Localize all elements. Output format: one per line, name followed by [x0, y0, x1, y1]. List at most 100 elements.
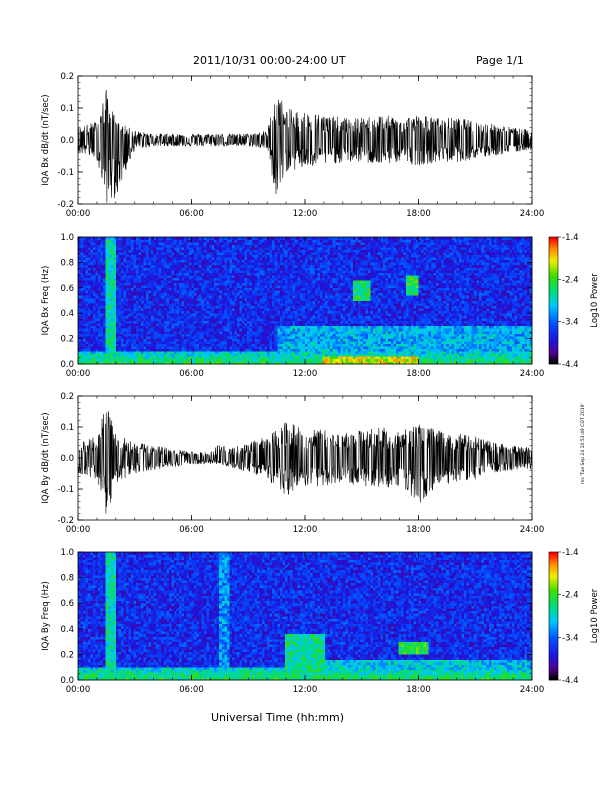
spectrogram-cell	[275, 331, 278, 334]
spectrogram-cell	[101, 321, 104, 324]
spectrogram-cell	[86, 323, 89, 326]
spectrogram-cell	[81, 354, 84, 357]
spectrogram-cell	[318, 237, 321, 240]
spectrogram-cell	[171, 270, 174, 273]
spectrogram-cell	[270, 285, 273, 288]
spectrogram-cell	[139, 356, 142, 359]
spectrogram-cell	[272, 298, 275, 301]
spectrogram-cell	[123, 288, 126, 291]
spectrogram-cell	[81, 275, 84, 278]
spectrogram-cell	[217, 318, 220, 321]
spectrogram-cell	[305, 351, 308, 354]
spectrogram-cell	[93, 275, 96, 278]
spectrogram-cell	[126, 328, 129, 331]
spectrogram-cell	[154, 298, 157, 301]
spectrogram-cell	[101, 351, 104, 354]
spectrogram-cell	[111, 316, 114, 319]
spectrogram-cell	[161, 285, 164, 288]
spectrogram-cell	[255, 267, 258, 270]
spectrogram-cell	[202, 240, 205, 243]
spectrogram-cell	[83, 308, 86, 311]
spectrogram-cell	[207, 344, 210, 347]
spectrogram-cell	[194, 288, 197, 291]
spectrogram-cell	[141, 240, 144, 243]
spectrogram-cell	[280, 351, 283, 354]
spectrogram-cell	[144, 250, 147, 253]
spectrogram-cell	[108, 326, 111, 329]
spectrogram-cell	[212, 265, 215, 268]
spectrogram-cell	[141, 346, 144, 349]
spectrogram-cell	[207, 295, 210, 298]
spectrogram-cell	[159, 298, 162, 301]
spectrogram-cell	[136, 351, 139, 354]
spectrogram-cell	[308, 331, 311, 334]
spectrogram-cell	[118, 285, 121, 288]
spectrogram-cell	[141, 311, 144, 314]
spectrogram-cell	[295, 250, 298, 253]
spectrogram-cell	[161, 242, 164, 245]
spectrogram-cell	[96, 303, 99, 306]
spectrogram-cell	[161, 308, 164, 311]
spectrogram-cell	[272, 301, 275, 304]
spectrogram-cell	[93, 270, 96, 273]
spectrogram-cell	[169, 349, 172, 352]
spectrogram-cell	[209, 308, 212, 311]
spectrogram-cell	[93, 298, 96, 301]
spectrogram-cell	[214, 298, 217, 301]
spectrogram-cell	[123, 359, 126, 362]
spectrogram-cell	[222, 270, 225, 273]
spectrogram-cell	[103, 318, 106, 321]
spectrogram-cell	[176, 242, 179, 245]
spectrogram-cell	[237, 318, 240, 321]
spectrogram-cell	[149, 351, 152, 354]
spectrogram-cell	[106, 275, 109, 278]
spectrogram-cell	[275, 316, 278, 319]
spectrogram-cell	[131, 257, 134, 260]
spectrogram-cell	[217, 295, 220, 298]
spectrogram-cell	[232, 303, 235, 306]
spectrogram-cell	[257, 250, 260, 253]
spectrogram-cell	[257, 245, 260, 248]
spectrogram-cell	[244, 290, 247, 293]
spectrogram-cell	[98, 321, 101, 324]
spectrogram-cell	[111, 354, 114, 357]
spectrogram-cell	[192, 306, 195, 309]
spectrogram-cell	[310, 301, 313, 304]
spectrogram-cell	[116, 331, 119, 334]
spectrogram-cell	[250, 242, 253, 245]
spectrogram-cell	[277, 245, 280, 248]
spectrogram-cell	[181, 267, 184, 270]
spectrogram-cell	[242, 245, 245, 248]
spectrogram-cell	[83, 321, 86, 324]
spectrogram-cell	[174, 240, 177, 243]
spectrogram-cell	[113, 295, 116, 298]
spectrogram-cell	[290, 308, 293, 311]
spectrogram-cell	[297, 250, 300, 253]
spectrogram-cell	[161, 280, 164, 283]
spectrogram-cell	[262, 242, 265, 245]
spectrogram-cell	[229, 359, 232, 362]
spectrogram-cell	[154, 280, 157, 283]
spectrogram-cell	[106, 290, 109, 293]
spectrogram-cell	[164, 341, 167, 344]
spectrogram-cell	[103, 323, 106, 326]
spectrogram-cell	[108, 323, 111, 326]
spectrogram-cell	[242, 318, 245, 321]
spectrogram-cell	[214, 250, 217, 253]
spectrogram-cell	[98, 341, 101, 344]
spectrogram-cell	[292, 293, 295, 296]
spectrogram-cell	[181, 351, 184, 354]
spectrogram-cell	[222, 242, 225, 245]
spectrogram-cell	[159, 349, 162, 352]
spectrogram-cell	[116, 288, 119, 291]
spectrogram-cell	[149, 359, 152, 362]
spectrogram-cell	[199, 344, 202, 347]
spectrogram-cell	[123, 283, 126, 286]
spectrogram-cell	[217, 349, 220, 352]
spectrogram-cell	[285, 316, 288, 319]
spectrogram-cell	[88, 255, 91, 258]
spectrogram-cell	[212, 245, 215, 248]
spectrogram-cell	[242, 323, 245, 326]
spectrogram-cell	[242, 280, 245, 283]
spectrogram-cell	[121, 255, 124, 258]
